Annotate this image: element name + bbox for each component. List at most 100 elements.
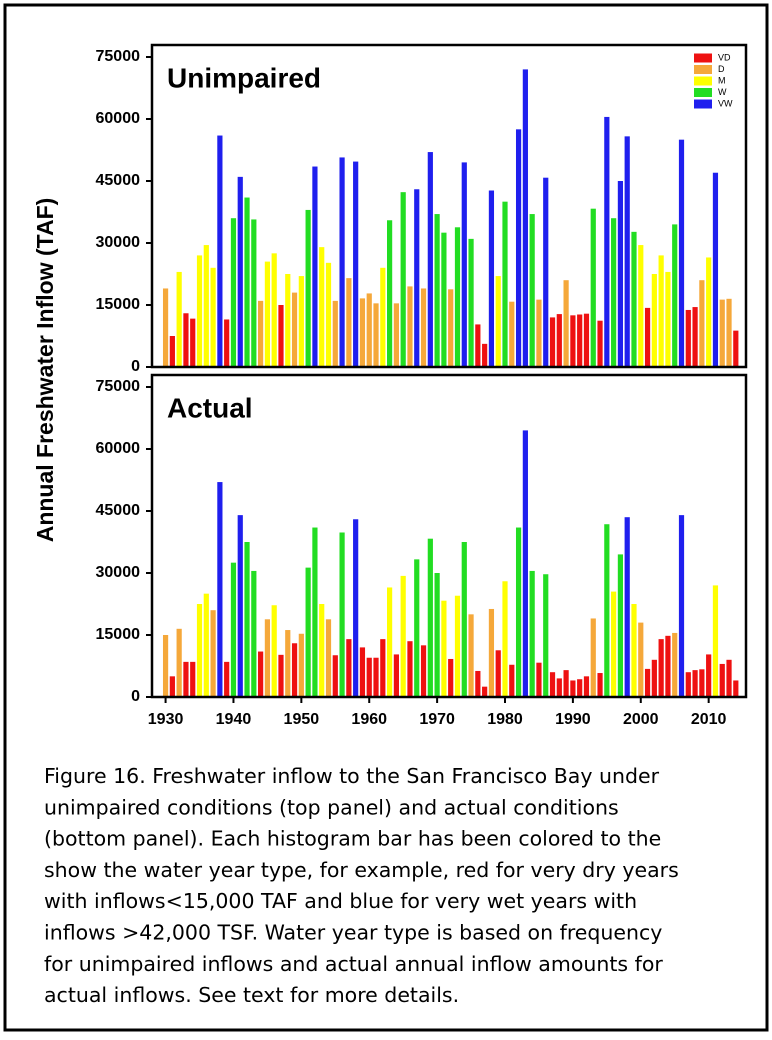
- bar: [488, 608, 495, 697]
- bar: [495, 650, 501, 697]
- bar: [475, 324, 481, 367]
- bar: [536, 299, 542, 367]
- bar: [583, 313, 590, 367]
- bar: [502, 201, 508, 367]
- bar: [312, 527, 318, 697]
- bar: [312, 166, 318, 367]
- bar: [210, 267, 216, 367]
- bar: [332, 655, 338, 697]
- x-tick-label: 2000: [623, 711, 659, 728]
- bar: [719, 299, 725, 367]
- legend-swatch: [694, 53, 712, 63]
- bar: [393, 654, 399, 697]
- bar: [631, 231, 637, 367]
- bar: [291, 643, 298, 697]
- bar: [407, 286, 413, 367]
- bar: [400, 192, 406, 367]
- bar: [359, 647, 366, 697]
- bar: [258, 300, 264, 367]
- caption-line: with inflows<15,000 TAF and blue for ver…: [44, 889, 637, 913]
- bar: [509, 664, 515, 697]
- bar: [346, 639, 352, 697]
- bar: [183, 661, 189, 697]
- bar: [611, 591, 617, 697]
- bar: [224, 661, 230, 697]
- bar: [373, 303, 379, 367]
- bar: [488, 190, 495, 367]
- bar: [726, 298, 732, 367]
- bar: [298, 633, 304, 697]
- bar: [536, 662, 542, 697]
- bar: [597, 320, 603, 367]
- bar: [543, 574, 549, 697]
- bar: [353, 519, 359, 697]
- x-tick-label: 1990: [555, 711, 591, 728]
- bar: [448, 658, 454, 697]
- bar: [665, 271, 671, 367]
- bar: [563, 280, 569, 367]
- bar: [325, 619, 332, 697]
- bar: [509, 301, 515, 367]
- legend-label: M: [718, 75, 726, 85]
- bar: [190, 318, 196, 367]
- bar: [726, 659, 732, 697]
- bar: [278, 654, 284, 697]
- bar: [651, 274, 657, 367]
- bar: [604, 116, 610, 367]
- bar: [400, 575, 406, 697]
- bar: [162, 288, 169, 367]
- bar: [482, 686, 488, 697]
- x-tick-label: 1930: [148, 711, 184, 728]
- panel-title: Unimpaired: [167, 62, 321, 93]
- bar: [366, 657, 372, 697]
- bar: [624, 136, 630, 367]
- y-tick-label: 15000: [96, 296, 141, 313]
- bar: [305, 567, 311, 697]
- bar: [719, 663, 725, 697]
- bar: [651, 659, 657, 697]
- legend-swatch: [694, 76, 712, 86]
- bar: [495, 276, 501, 367]
- bar: [617, 554, 624, 697]
- bar: [699, 669, 705, 697]
- bar: [414, 559, 420, 697]
- bar: [454, 595, 461, 697]
- plot-frame: [150, 373, 748, 699]
- bar: [611, 218, 617, 367]
- bar: [522, 69, 528, 368]
- bar: [298, 276, 304, 367]
- bar: [251, 570, 257, 697]
- bar: [563, 670, 569, 697]
- legend-swatch: [694, 99, 712, 109]
- plot-frame: [150, 43, 748, 369]
- bar: [251, 219, 257, 367]
- bar: [359, 298, 366, 367]
- bar: [271, 253, 277, 367]
- bar: [583, 676, 590, 697]
- bar: [373, 657, 379, 697]
- x-tick-label: 1950: [284, 711, 320, 728]
- bar: [339, 532, 345, 697]
- bar: [461, 162, 467, 367]
- bar: [712, 172, 719, 367]
- bar: [658, 639, 664, 697]
- y-tick-label: 75000: [96, 48, 141, 65]
- panel-title: Actual: [167, 392, 253, 423]
- bar: [733, 330, 739, 367]
- bar: [678, 139, 685, 367]
- bar: [468, 614, 474, 697]
- x-tick-label: 1960: [351, 711, 387, 728]
- caption-line: for unimpaired inflows and actual annual…: [44, 952, 663, 976]
- bar: [556, 314, 562, 367]
- y-tick-label: 30000: [96, 564, 141, 581]
- bar: [183, 313, 189, 367]
- y-axis-label: Annual Freshwater Inflow (TAF): [32, 198, 58, 543]
- bar: [706, 654, 712, 697]
- caption-line: (bottom panel). Each histogram bar has b…: [44, 827, 661, 851]
- bar: [427, 152, 433, 367]
- bar: [685, 309, 691, 367]
- bar: [570, 680, 576, 697]
- bar: [325, 262, 332, 367]
- bar: [291, 292, 298, 367]
